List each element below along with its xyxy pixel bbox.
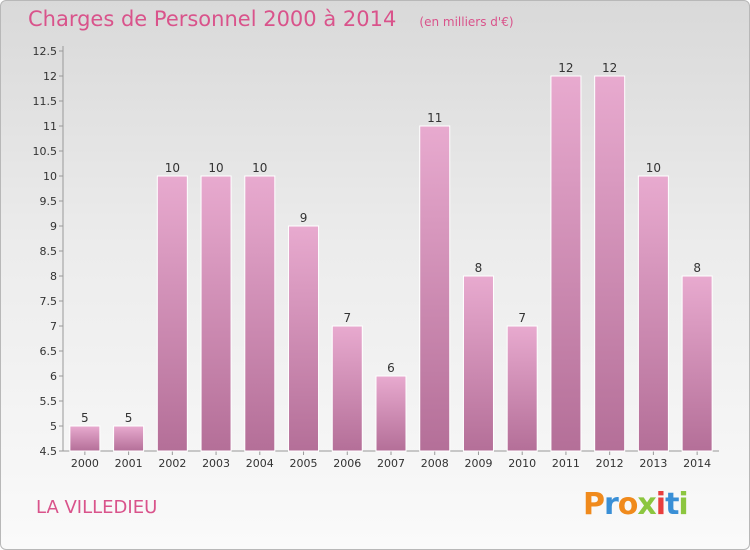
x-tick-label-2006: 2006 (333, 457, 361, 470)
bar-2012 (594, 75, 626, 452)
brand-letter: x (637, 487, 656, 522)
y-tick-label: 7 (50, 320, 57, 333)
brand-letter: r (604, 487, 619, 522)
bar-2011 (550, 75, 582, 452)
brand-letter: t (665, 487, 679, 522)
data-label-2009: 8 (475, 261, 483, 275)
x-tick-label-2011: 2011 (552, 457, 580, 470)
bar-2005 (288, 225, 320, 452)
data-label-2001: 5 (125, 411, 133, 425)
bar-2008 (419, 125, 451, 452)
data-label-2003: 10 (208, 161, 223, 175)
bars (69, 75, 713, 452)
y-tick-label: 9.5 (40, 195, 58, 208)
x-tick-label-2001: 2001 (115, 457, 143, 470)
bar-2014 (681, 275, 713, 452)
data-label-2008: 11 (427, 111, 442, 125)
brand-letter: i (655, 487, 666, 522)
y-tick-label: 7.5 (40, 295, 58, 308)
y-tick-label: 8 (50, 270, 57, 283)
data-labels: 5 5 10 10 10 9 7 6 11 8 7 12 12 10 8 (81, 61, 701, 425)
x-tick-label-2010: 2010 (508, 457, 536, 470)
bar-2002 (156, 175, 188, 452)
y-tick-label: 6 (50, 370, 57, 383)
y-tick-label: 11 (43, 120, 57, 133)
y-tick-label: 8.5 (40, 245, 58, 258)
data-label-2014: 8 (693, 261, 701, 275)
x-tick-label-2002: 2002 (158, 457, 186, 470)
x-tick-label-2007: 2007 (377, 457, 405, 470)
data-label-2007: 6 (387, 361, 395, 375)
data-label-2000: 5 (81, 411, 89, 425)
y-tick-label: 10.5 (33, 145, 58, 158)
bar-2001 (113, 425, 145, 452)
chart-subtitle: (en milliers d'€) (419, 15, 514, 29)
bar-2007 (375, 375, 407, 452)
x-tick-label-2003: 2003 (202, 457, 230, 470)
y-tick-label: 5 (50, 420, 57, 433)
data-label-2004: 10 (252, 161, 267, 175)
y-tick-label: 5.5 (40, 395, 58, 408)
bar-2006 (331, 325, 363, 452)
brand-letter: P (583, 487, 605, 522)
y-tick-label: 12 (43, 70, 57, 83)
data-label-2010: 7 (518, 311, 526, 325)
x-tick-label-2004: 2004 (246, 457, 274, 470)
y-tick-label: 9 (50, 220, 57, 233)
y-tick-label: 10 (43, 170, 57, 183)
brand-letter: o (617, 487, 639, 522)
chart-title: Charges de Personnel 2000 à 2014 (28, 7, 397, 31)
bar-2000 (69, 425, 101, 452)
x-tick-label-2014: 2014 (683, 457, 711, 470)
bar-2009 (462, 275, 494, 452)
y-tick-label: 4.5 (40, 445, 58, 458)
data-label-2011: 12 (558, 61, 573, 75)
y-tick-label: 6.5 (40, 345, 58, 358)
data-label-2006: 7 (343, 311, 351, 325)
x-tick-label-2000: 2000 (71, 457, 99, 470)
data-label-2012: 12 (602, 61, 617, 75)
data-label-2013: 10 (646, 161, 661, 175)
y-tick-label: 11.5 (33, 95, 58, 108)
data-label-2002: 10 (165, 161, 180, 175)
title-row: Charges de Personnel 2000 à 2014 (en mil… (28, 7, 514, 31)
brand-letter: i (678, 487, 688, 522)
bar-2010 (506, 325, 538, 452)
x-tick-label-2013: 2013 (639, 457, 667, 470)
commune-name: LA VILLEDIEU (36, 497, 158, 518)
x-tick-label-2005: 2005 (290, 457, 318, 470)
y-tick-label: 12.5 (33, 45, 58, 58)
data-label-2005: 9 (300, 211, 308, 225)
x-tick-label-2012: 2012 (596, 457, 624, 470)
bar-2004 (244, 175, 276, 452)
axes: 4.5 5 5.5 6 6.5 7 7.5 8 8.5 9 9.5 10 10.5 11 11.5 12 12.… (33, 45, 719, 470)
brand-logo: Proxiti (583, 487, 689, 522)
bar-2003 (200, 175, 232, 452)
bar-2013 (637, 175, 669, 452)
x-tick-label-2009: 2009 (464, 457, 492, 470)
x-tick-label-2008: 2008 (421, 457, 449, 470)
